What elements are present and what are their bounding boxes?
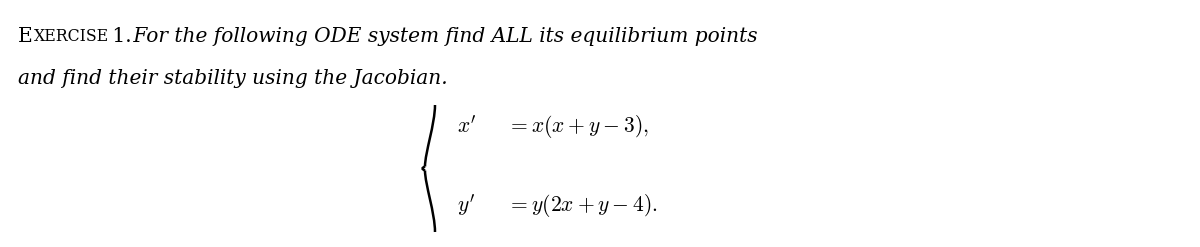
Text: $y'$: $y'$ [457, 192, 475, 218]
Text: $= y(2x + y - 4).$: $= y(2x + y - 4).$ [506, 191, 658, 219]
Text: $x'$: $x'$ [457, 116, 476, 138]
Text: XERCISE: XERCISE [34, 28, 109, 45]
Text: and find their stability using the Jacobian.: and find their stability using the Jacob… [18, 69, 448, 88]
Text: 1.: 1. [106, 27, 131, 46]
Text: $= x(x + y - 3),$: $= x(x + y - 3),$ [506, 114, 649, 141]
Text: For the following ODE system find ALL its equilibrium points: For the following ODE system find ALL it… [127, 27, 758, 46]
Text: E: E [18, 27, 32, 46]
